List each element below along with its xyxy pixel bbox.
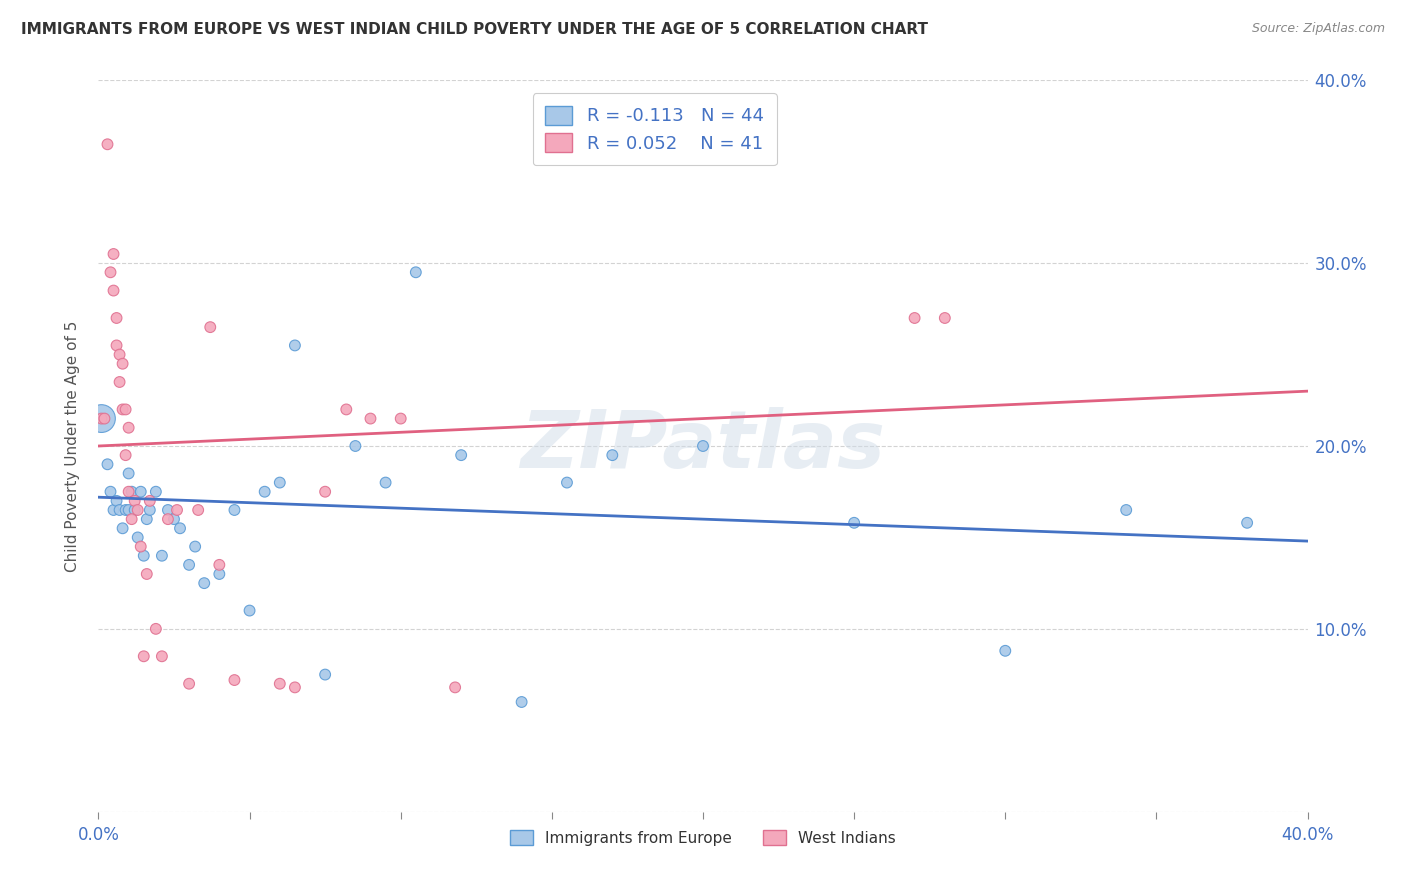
Point — [335, 402, 357, 417]
Point — [450, 448, 472, 462]
Point — [108, 503, 131, 517]
Point — [156, 512, 179, 526]
Y-axis label: Child Poverty Under the Age of 5: Child Poverty Under the Age of 5 — [65, 320, 80, 572]
Point — [224, 503, 246, 517]
Point — [314, 484, 336, 499]
Point — [103, 503, 125, 517]
Point — [224, 673, 246, 687]
Point — [1236, 516, 1258, 530]
Point — [692, 439, 714, 453]
Legend: Immigrants from Europe, West Indians: Immigrants from Europe, West Indians — [505, 823, 901, 852]
Point — [269, 475, 291, 490]
Point — [374, 475, 396, 490]
Point — [208, 558, 231, 572]
Point — [145, 622, 167, 636]
Point — [108, 347, 131, 362]
Point — [100, 265, 122, 279]
Point — [150, 649, 173, 664]
Point — [844, 516, 866, 530]
Point — [132, 649, 155, 664]
Point — [179, 558, 201, 572]
Point — [139, 503, 162, 517]
Point — [179, 676, 201, 690]
Point — [118, 503, 141, 517]
Text: IMMIGRANTS FROM EUROPE VS WEST INDIAN CHILD POVERTY UNDER THE AGE OF 5 CORRELATI: IMMIGRANTS FROM EUROPE VS WEST INDIAN CH… — [21, 22, 928, 37]
Point — [114, 448, 136, 462]
Point — [121, 512, 143, 526]
Point — [96, 137, 118, 152]
Text: Source: ZipAtlas.com: Source: ZipAtlas.com — [1251, 22, 1385, 36]
Point — [105, 310, 128, 325]
Point — [184, 540, 207, 554]
Point — [360, 411, 382, 425]
Point — [269, 676, 291, 690]
Point — [135, 512, 157, 526]
Point — [314, 667, 336, 681]
Point — [200, 320, 222, 334]
Point — [169, 521, 191, 535]
Point — [156, 503, 179, 517]
Point — [389, 411, 412, 425]
Point — [103, 247, 125, 261]
Point — [129, 484, 152, 499]
Point — [284, 681, 307, 695]
Point — [105, 494, 128, 508]
Point — [105, 338, 128, 352]
Point — [118, 421, 141, 435]
Point — [193, 576, 215, 591]
Point — [166, 503, 188, 517]
Point — [114, 503, 136, 517]
Point — [602, 448, 624, 462]
Point — [208, 567, 231, 582]
Point — [93, 411, 115, 425]
Point — [555, 475, 578, 490]
Point — [163, 512, 186, 526]
Point — [139, 494, 162, 508]
Point — [114, 402, 136, 417]
Point — [934, 310, 956, 325]
Point — [111, 521, 134, 535]
Point — [127, 503, 149, 517]
Point — [253, 484, 276, 499]
Point — [127, 530, 149, 544]
Point — [904, 310, 927, 325]
Point — [103, 284, 125, 298]
Point — [96, 457, 118, 471]
Point — [124, 503, 146, 517]
Text: ZIPatlas: ZIPatlas — [520, 407, 886, 485]
Point — [108, 375, 131, 389]
Point — [100, 484, 122, 499]
Point — [135, 567, 157, 582]
Point — [111, 402, 134, 417]
Point — [187, 503, 209, 517]
Point — [150, 549, 173, 563]
Point — [90, 411, 112, 425]
Point — [129, 540, 152, 554]
Point — [994, 644, 1017, 658]
Point — [145, 484, 167, 499]
Point — [132, 549, 155, 563]
Point — [118, 467, 141, 481]
Point — [1115, 503, 1137, 517]
Point — [510, 695, 533, 709]
Point — [121, 484, 143, 499]
Point — [239, 603, 262, 617]
Point — [444, 681, 467, 695]
Point — [118, 484, 141, 499]
Point — [90, 411, 112, 425]
Point — [111, 357, 134, 371]
Point — [405, 265, 427, 279]
Point — [124, 494, 146, 508]
Point — [344, 439, 367, 453]
Point — [284, 338, 307, 352]
